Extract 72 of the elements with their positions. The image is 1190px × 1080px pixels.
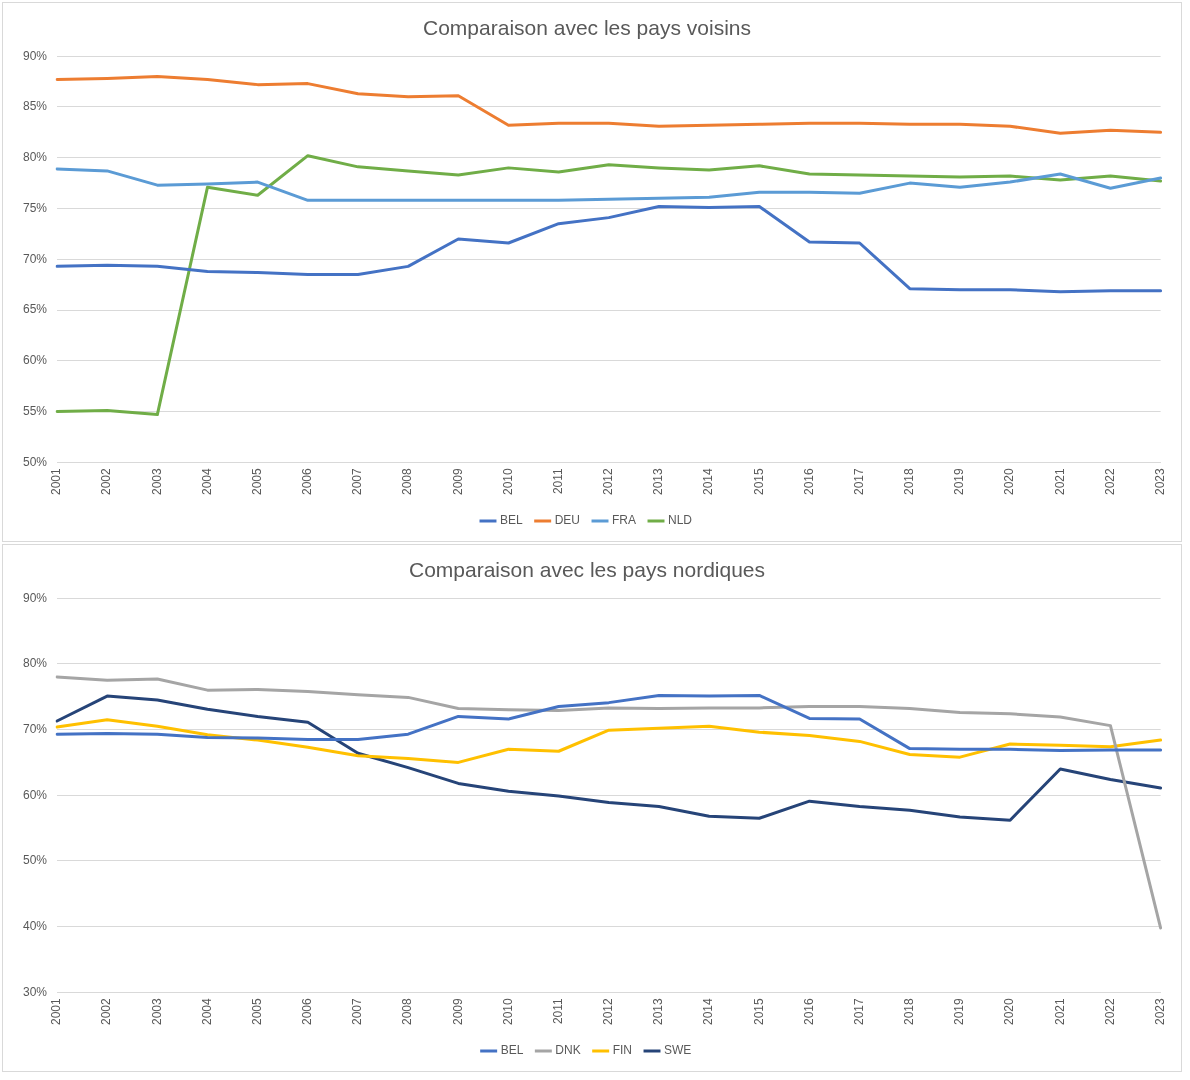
legend-label: BEL [500,1043,524,1058]
x-tick-label: 2015 [751,997,766,1026]
x-tick-label: 2010 [500,997,515,1026]
x-tick-label: 2023 [1152,467,1167,496]
y-tick-label: 65% [22,302,48,317]
y-tick-label: 40% [22,918,48,933]
x-tick-label: 2005 [249,467,264,496]
legend-label: DEU [554,513,581,528]
y-tick-label: 90% [22,48,48,63]
x-tick-label: 2003 [149,467,164,496]
chart-title: Comparaison avec les pays voisins [423,16,751,40]
x-tick-label: 2007 [350,997,365,1026]
x-tick-label: 2016 [801,467,816,496]
y-tick-label: 30% [22,984,48,999]
x-tick-label: 2009 [450,997,465,1026]
x-tick-label: 2014 [701,997,716,1026]
x-tick-label: 2019 [952,997,967,1026]
x-tick-label: 2012 [601,997,616,1026]
x-tick-label: 2014 [701,467,716,496]
x-tick-label: 2002 [99,997,114,1026]
legend-label: DNK [555,1043,581,1058]
y-tick-label: 70% [22,251,48,266]
x-tick-label: 2017 [851,467,866,496]
x-tick-label: 2001 [49,997,64,1026]
x-tick-label: 2005 [249,997,264,1026]
y-tick-label: 55% [22,403,48,418]
y-tick-label: 75% [22,200,48,215]
x-tick-label: 2012 [601,467,616,496]
y-tick-label: 90% [22,590,48,605]
legend-label: NLD [668,513,693,528]
x-tick-label: 2017 [851,997,866,1026]
x-tick-label: 2002 [99,467,114,496]
legend-label: BEL [499,513,523,528]
y-tick-label: 60% [22,353,48,368]
x-tick-label: 2016 [801,997,816,1026]
y-tick-label: 60% [22,787,48,802]
legend-label: FIN [612,1043,633,1058]
y-tick-label: 85% [22,99,48,114]
y-tick-label: 80% [22,656,48,671]
legend-label: FRA [612,513,637,528]
x-tick-label: 2018 [902,467,917,496]
x-tick-label: 2009 [450,467,465,496]
y-tick-label: 70% [22,721,48,736]
x-tick-label: 2007 [350,467,365,496]
x-tick-label: 2006 [300,997,315,1026]
y-tick-label: 50% [22,454,48,469]
x-tick-label: 2022 [1102,467,1117,496]
x-tick-label: 2008 [400,467,415,496]
x-tick-label: 2013 [651,467,666,496]
chart-title: Comparaison avec les pays nordiques [408,558,766,582]
x-tick-label: 2011 [550,467,565,495]
x-tick-label: 2006 [300,467,315,496]
x-tick-label: 2011 [550,997,565,1025]
x-tick-label: 2004 [199,997,214,1026]
x-tick-label: 2018 [902,997,917,1026]
legend-label: SWE [664,1043,692,1058]
x-tick-label: 2019 [952,467,967,496]
x-tick-label: 2001 [49,467,64,496]
x-tick-label: 2020 [1002,997,1017,1026]
x-tick-label: 2023 [1152,997,1167,1026]
x-tick-label: 2022 [1102,997,1117,1026]
x-tick-label: 2003 [149,997,164,1026]
x-tick-label: 2021 [1052,467,1067,496]
y-tick-label: 80% [22,150,48,165]
x-tick-label: 2008 [400,997,415,1026]
x-tick-label: 2021 [1052,997,1067,1026]
x-tick-label: 2013 [651,997,666,1026]
x-tick-label: 2004 [199,467,214,496]
x-tick-label: 2015 [751,467,766,496]
x-tick-label: 2020 [1002,467,1017,496]
y-tick-label: 50% [22,853,48,868]
x-tick-label: 2010 [500,467,515,496]
